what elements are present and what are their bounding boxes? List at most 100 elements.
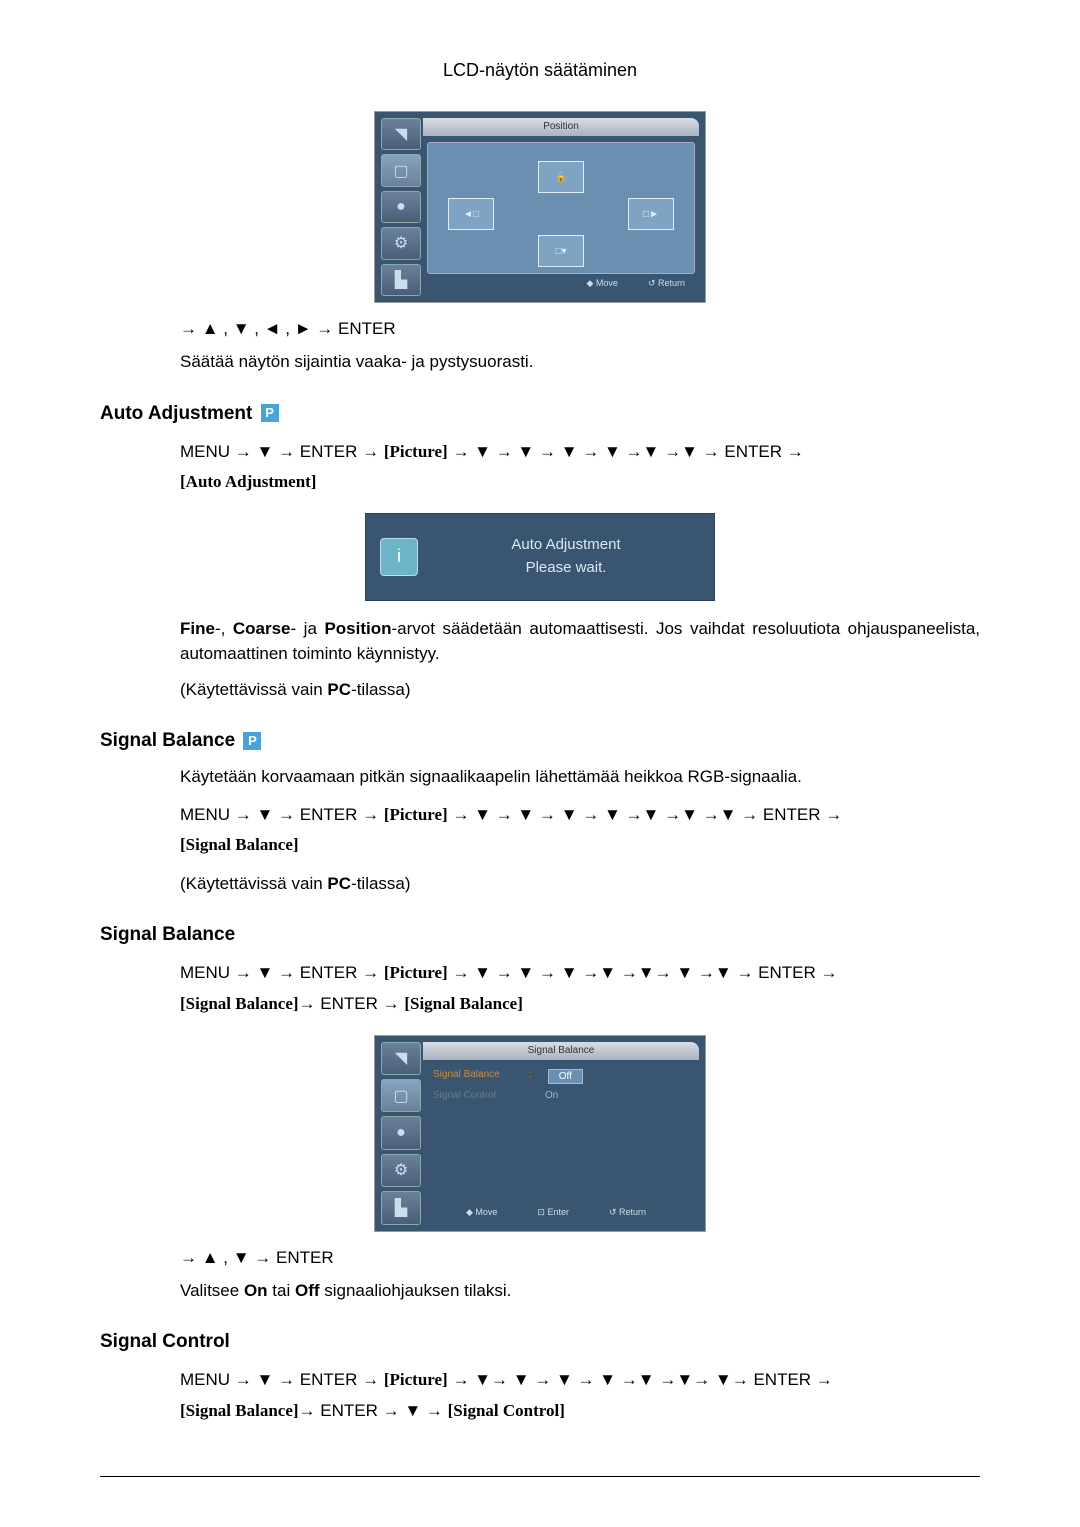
section-signal-balance-2: Signal Balance [100,924,980,946]
path-text: → ▼→ ▼ → ▼ → ▼ →▼ →▼→ ▼→ ENTER → [448,1370,833,1389]
off-term: Off [295,1281,320,1300]
auto-adj-line1: Auto Adjustment [511,536,620,553]
osd-sidebar: ◥ ▢ ● ⚙ ▙ [381,118,421,296]
footer-move: ◆ Move [466,1207,497,1223]
row-value: On [545,1090,558,1101]
txt: (Käytettävissä vain [180,680,327,699]
path-text: → ENTER → [299,994,405,1013]
osd-main-panel: 🔒 ◄□ □► □▾ [427,142,695,274]
footer-enter: ⊡ Enter [537,1207,569,1223]
txt: signaaliohjauksen tilaksi. [320,1281,512,1300]
section-title: Signal Control [100,1331,230,1352]
page-header: LCD-näytön säätäminen [100,60,980,81]
info-icon: i [380,538,418,576]
nav2-description: Valitsee On tai Off signaaliohjauksen ti… [180,1278,980,1304]
position-term: Position [324,619,391,638]
setup-icon: ⚙ [381,227,421,259]
osd-sidebar: ◥ ▢ ● ⚙ ▙ [381,1042,421,1225]
pc-badge-icon: P [243,732,261,750]
section-auto-adjustment: Auto Adjustment P [100,403,980,425]
multi-icon: ▙ [381,264,421,296]
picture-label: [Picture] [384,1370,448,1389]
path-text: → ▼ → ▼ → ▼ → ▼ →▼ →▼ → ENTER → [448,442,804,461]
txt: -tilassa) [351,680,411,699]
row-value: Off [548,1069,583,1084]
sound-icon: ● [381,1116,421,1149]
input-icon: ◥ [381,1042,421,1075]
path-text: → ENTER → ▼ → [299,1401,448,1420]
position-osd-screenshot: Position ◥ ▢ ● ⚙ ▙ 🔒 ◄□ □► □▾ ◆ Move ↺ R… [374,111,706,303]
txt: -, [215,619,233,638]
txt: Valitsee [180,1281,244,1300]
osd-title: Signal Balance [423,1042,699,1060]
nav1-description: Säätää näytön sijaintia vaaka- ja pystys… [180,349,980,375]
auto-adj-message: Auto Adjustment Please wait. [432,534,700,579]
footer-return: ↺ Return [609,1207,646,1223]
sigctrl-menu-path: MENU → ▼ → ENTER → [Picture] → ▼→ ▼ → ▼ … [180,1365,980,1426]
sound-icon: ● [381,191,421,223]
section-title: Signal Balance [100,924,235,945]
pc-term: PC [327,680,351,699]
coarse-term: Coarse [233,619,291,638]
position-right-icon: □► [628,198,674,230]
auto-adj-description: Fine-, Coarse- ja Position-arvot säädetä… [180,616,980,667]
osd-title: Position [423,118,699,136]
input-icon: ◥ [381,118,421,150]
position-down-icon: □▾ [538,235,584,267]
section-signal-balance-1: Signal Balance P [100,730,980,752]
signal-balance-label: [Signal Balance] [180,994,299,1013]
section-title: Auto Adjustment [100,403,252,424]
fine-term: Fine [180,619,215,638]
path-text: MENU → ▼ → ENTER → [180,963,384,982]
path-text: MENU → ▼ → ENTER → [180,442,384,461]
auto-adj-menu-path: MENU → ▼ → ENTER → [Picture] → ▼ → ▼ → ▼… [180,437,980,498]
osd-main-panel: Signal Balance : Off Signal Control On [427,1066,695,1203]
footer-move: ◆ Move [587,278,618,294]
section-title: Signal Balance [100,730,235,751]
path-text: MENU → ▼ → ENTER → [180,1370,384,1389]
picture-label: [Picture] [384,963,448,982]
auto-adjustment-screenshot: i Auto Adjustment Please wait. [365,513,715,601]
txt: - ja [291,619,325,638]
pc-badge-icon: P [261,404,279,422]
section-signal-control: Signal Control [100,1331,980,1353]
sigbal2-menu-path: MENU → ▼ → ENTER → [Picture] → ▼ → ▼ → ▼… [180,958,980,1019]
position-left-icon: ◄□ [448,198,494,230]
position-lock-icon: 🔒 [538,161,584,193]
row-label: Signal Balance [433,1069,513,1084]
txt: -tilassa) [351,874,411,893]
picture-icon: ▢ [381,154,421,186]
pc-term: PC [327,874,351,893]
row-label: Signal Control [433,1090,513,1101]
path-text: MENU → ▼ → ENTER → [180,805,384,824]
multi-icon: ▙ [381,1191,421,1224]
signal-balance-label: [Signal Balance] [180,1401,299,1420]
txt: tai [268,1281,295,1300]
auto-adj-line2: Please wait. [526,559,607,576]
txt: (Käytettävissä vain [180,874,327,893]
signal-control-row: Signal Control On [427,1087,695,1104]
path-text: → ▼ → ▼ → ▼ → ▼ →▼ →▼ →▼ → ENTER → [448,805,843,824]
sigbal-menu-path: MENU → ▼ → ENTER → [Picture] → ▼ → ▼ → ▼… [180,800,980,861]
nav-instruction-1: → ▲ , ▼ , ◄ , ► → ENTER [180,319,980,339]
signal-balance-row: Signal Balance : Off [427,1066,695,1087]
footer-return: ↺ Return [648,278,685,294]
signal-control-label: [Signal Control] [448,1401,565,1420]
pc-only-note-2: (Käytettävissä vain PC-tilassa) [180,871,980,897]
sigbal-intro: Käytetään korvaamaan pitkän signaalikaap… [180,764,980,790]
path-text: → ▼ → ▼ → ▼ →▼ →▼→ ▼ →▼ → ENTER → [448,963,838,982]
picture-label: [Picture] [384,805,448,824]
signal-balance-label: [Signal Balance] [404,994,523,1013]
picture-icon: ▢ [381,1079,421,1112]
on-term: On [244,1281,268,1300]
auto-adj-label: [Auto Adjustment] [180,472,316,491]
pc-only-note-1: (Käytettävissä vain PC-tilassa) [180,677,980,703]
osd-footer: ◆ Move ↺ Return [427,278,695,294]
nav-instruction-2: → ▲ , ▼ → ENTER [180,1248,980,1268]
osd-footer: ◆ Move ⊡ Enter ↺ Return [427,1207,695,1223]
picture-label: [Picture] [384,442,448,461]
setup-icon: ⚙ [381,1154,421,1187]
signal-balance-label: [Signal Balance] [180,835,299,854]
signal-balance-osd-screenshot: Signal Balance ◥ ▢ ● ⚙ ▙ Signal Balance … [374,1035,706,1232]
page-footer-rule [100,1476,980,1477]
